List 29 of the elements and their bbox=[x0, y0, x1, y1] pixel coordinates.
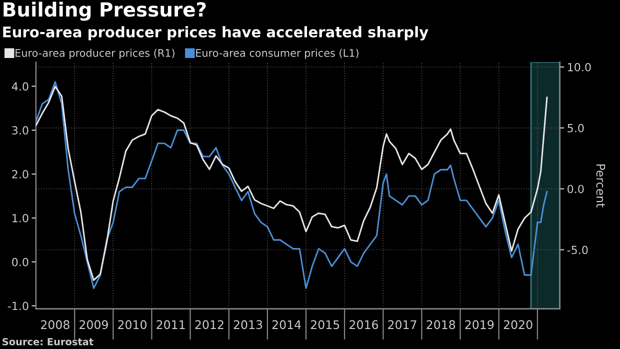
legend-label: Euro-area producer prices (R1) bbox=[16, 48, 174, 59]
y-tick-label: 3.0 bbox=[12, 126, 28, 135]
y-tick-label: 4.0 bbox=[12, 82, 28, 91]
x-tick-label: 2014 bbox=[272, 320, 301, 330]
x-tick-label: 2010 bbox=[118, 320, 147, 330]
y2-tick-label: 5.0 bbox=[568, 124, 584, 132]
source-note: Source: Eurostat bbox=[2, 338, 94, 346]
x-tick-label: 2008 bbox=[41, 320, 70, 330]
x-tick-label: 2020 bbox=[504, 320, 532, 330]
y2-axis-title: Percent bbox=[596, 164, 606, 208]
y-tick-label: 1.0 bbox=[12, 214, 28, 222]
x-tick-label: 2009 bbox=[80, 320, 108, 330]
legend-label: Euro-area consumer prices (L1) bbox=[196, 48, 358, 59]
y2-tick-label: -5.0 bbox=[567, 246, 588, 254]
y-tick-label: -1.0 bbox=[8, 302, 28, 310]
y-tick-label: 0.0 bbox=[12, 258, 28, 266]
chart-title: Building Pressure? bbox=[4, 2, 206, 21]
chart-subtitle: Euro-area producer prices have accelerated sharply bbox=[3, 26, 428, 40]
x-tick-label: 2019 bbox=[465, 320, 494, 330]
x-tick-label: 2012 bbox=[195, 320, 224, 330]
y-tick-label: 2.0 bbox=[12, 170, 28, 178]
x-tick-label: 2015 bbox=[310, 320, 340, 330]
x-tick-label: 2013 bbox=[234, 320, 262, 330]
y2-tick-label: 0.0 bbox=[568, 184, 584, 194]
x-tick-label: 2017 bbox=[388, 320, 416, 330]
x-tick-label: 2018 bbox=[426, 320, 456, 330]
x-tick-label: 2011 bbox=[156, 320, 185, 330]
x-tick-label: 2016 bbox=[350, 320, 378, 330]
y2-tick-label: 10.0 bbox=[568, 62, 591, 72]
